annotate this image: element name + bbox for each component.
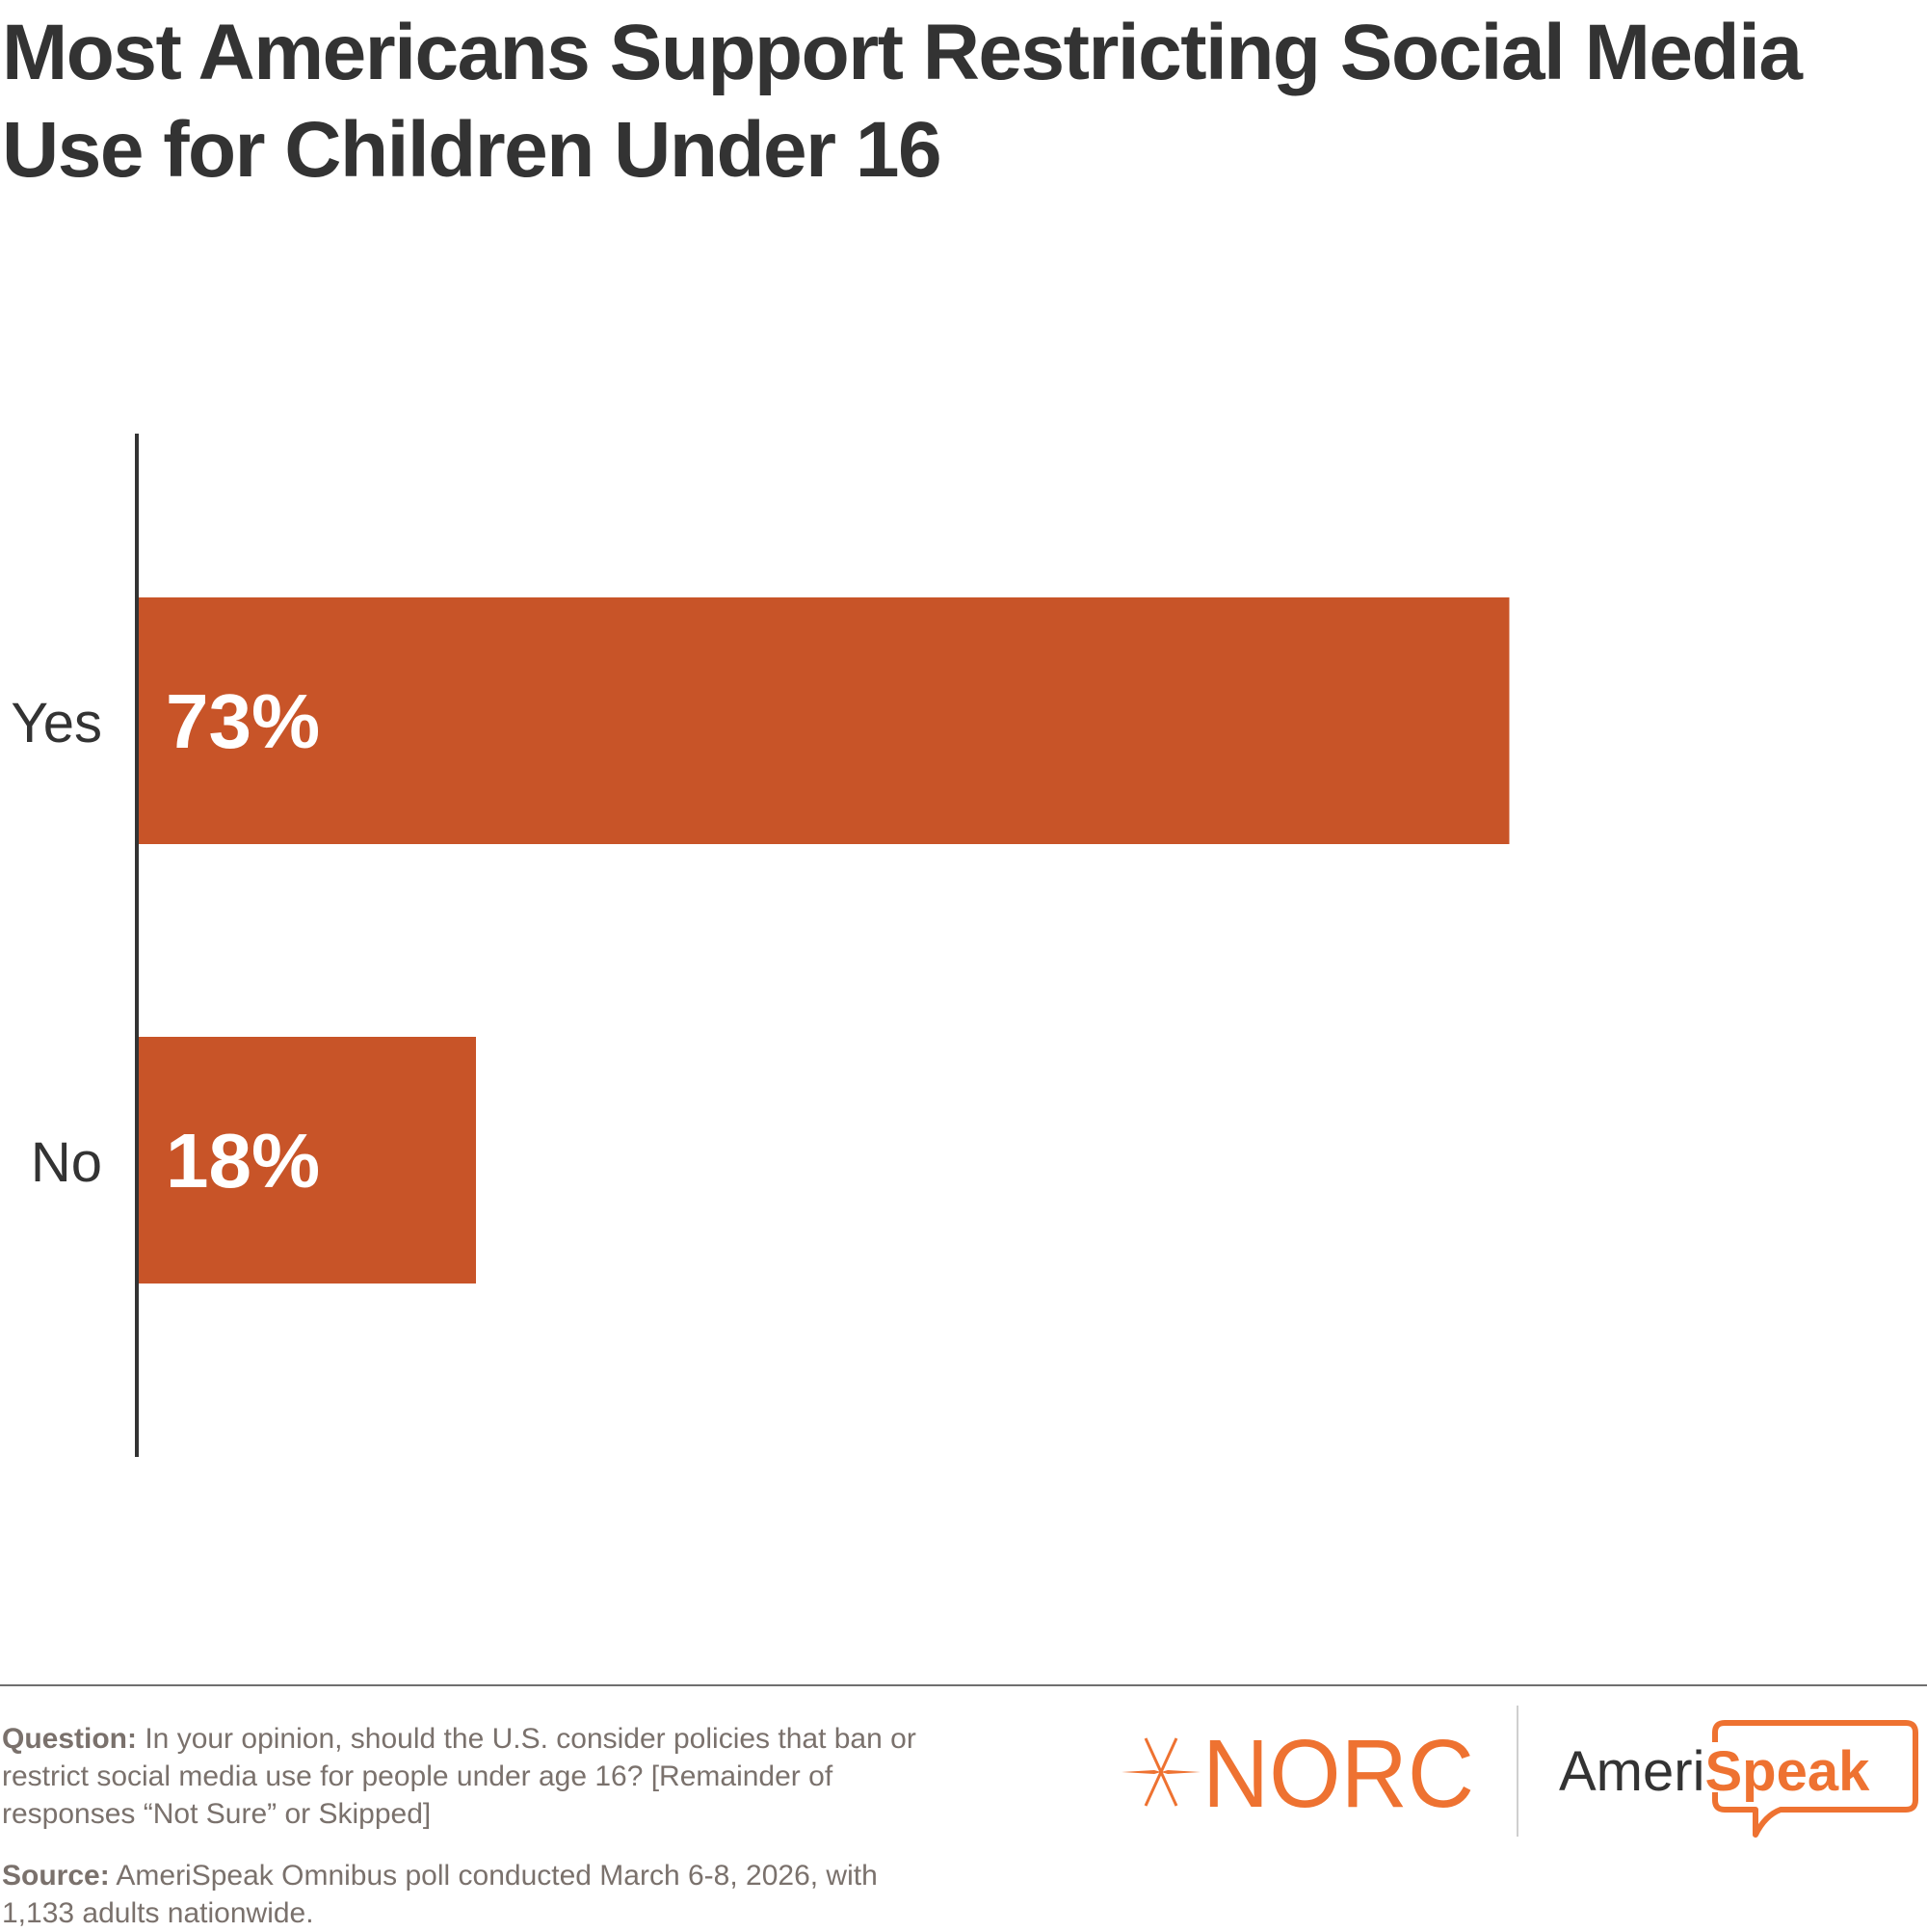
amerispeak-wordmark: AmeriSpeak [1559, 1740, 1870, 1803]
source-note: Source: AmeriSpeak Omnibus poll conducte… [2, 1857, 927, 1932]
chart-title: Most Americans Support Restricting Socia… [2, 9, 1803, 194]
value-label-no: 18% [166, 1118, 320, 1204]
footer-divider [0, 1684, 1927, 1686]
bars-layer: Yes 73% No 18% [11, 597, 1510, 1284]
norc-wordmark: NORC [1202, 1730, 1474, 1816]
source-text: AmeriSpeak Omnibus poll conducted March … [2, 1860, 878, 1929]
bar-no [138, 1037, 476, 1284]
amerispeak-logo: AmeriSpeak [1559, 1720, 1918, 1838]
bar-yes [138, 597, 1510, 844]
norc-logo: NORC [1122, 1730, 1474, 1816]
category-label-no: No [31, 1131, 102, 1194]
norc-star-icon [1122, 1737, 1201, 1807]
value-label-yes: 73% [166, 678, 320, 764]
logo-divider [1517, 1706, 1518, 1837]
amerispeak-suffix: Speak [1704, 1740, 1870, 1803]
amerispeak-prefix: Ameri [1559, 1740, 1704, 1803]
speech-bubble-icon [1712, 1720, 1918, 1838]
question-text: In your opinion, should the U.S. conside… [2, 1723, 916, 1830]
category-label-yes: Yes [11, 692, 102, 754]
question-label: Question: [2, 1723, 137, 1755]
source-label: Source: [2, 1860, 110, 1892]
question-note: Question: In your opinion, should the U.… [2, 1720, 927, 1833]
